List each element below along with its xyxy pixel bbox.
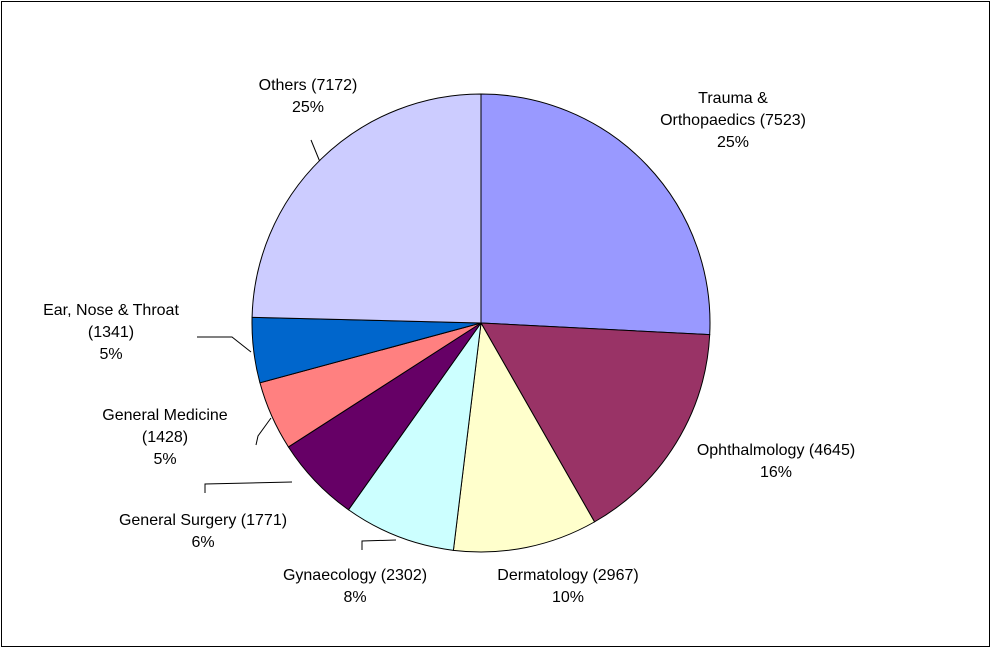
percent-label: 5% (99, 346, 123, 363)
pie-slice (480, 322, 711, 523)
value-label: (7172) (311, 77, 358, 94)
value-label: (4645) (808, 442, 856, 459)
slice-label: Others (7172) 25% (259, 75, 358, 119)
category-name: General Medicine (102, 407, 228, 424)
percent-label: 8% (343, 589, 367, 606)
percent-label: 25% (291, 99, 325, 116)
slice-label: Gynaecology (2302) 8% (283, 565, 427, 609)
slice-label: General Surgery (1771) 6% (119, 510, 287, 554)
value-label: (1341) (87, 324, 135, 341)
leader-line (204, 481, 293, 493)
category-name: Ear, Nose & Throat (43, 302, 179, 319)
category-name: Ophthalmology (696, 442, 805, 459)
percent-label: 16% (759, 464, 793, 481)
category-name: General Surgery (118, 512, 237, 529)
percent-label: 6% (191, 534, 215, 551)
value-label: (7523) (759, 112, 806, 129)
category-name: Others (258, 77, 307, 94)
value-label: (2967) (592, 567, 639, 584)
pie-slice (347, 322, 482, 551)
slice-label: Ophthalmology (4645) 16% (697, 440, 855, 484)
slice-label: Dermatology (2967) 10% (497, 565, 638, 609)
pie-slice (480, 93, 711, 336)
category-name: Dermatology (497, 567, 588, 584)
leader-line (361, 539, 397, 550)
leader-line (310, 139, 321, 163)
leader-line (255, 417, 272, 446)
value-label: (1771) (240, 512, 288, 529)
slice-label: Ear, Nose & Throat (1341) 5% (38, 300, 184, 366)
percent-label: 5% (153, 451, 177, 468)
percent-label: 10% (551, 589, 585, 606)
value-label: (1428) (141, 429, 189, 446)
pie-slice (452, 321, 596, 553)
percent-label: 25% (716, 134, 750, 151)
leader-lines (197, 139, 397, 550)
value-label: (2302) (380, 567, 428, 584)
slice-label: Trauma & Orthopaedics (7523) 25% (655, 88, 811, 154)
slice-label: General Medicine (1428) 5% (99, 405, 231, 471)
leader-line (197, 336, 252, 353)
category-name: Trauma & Orthopaedics (660, 90, 768, 129)
pie-slice (251, 93, 482, 324)
category-name: Gynaecology (282, 567, 377, 584)
